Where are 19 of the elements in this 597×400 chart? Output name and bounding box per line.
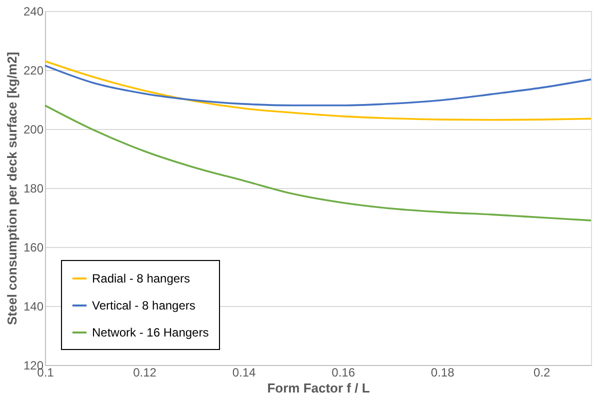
y-tick-label: 180 (23, 182, 44, 196)
y-tick-label: 240 (23, 4, 44, 18)
legend-label: Radial - 8 hangers (92, 272, 190, 286)
line-series (44, 104, 592, 222)
x-tick-label: 0.14 (232, 366, 256, 380)
x-tick-label: 0.16 (332, 366, 356, 380)
y-tick-label: 220 (23, 64, 44, 78)
legend-label: Vertical - 8 hangers (92, 298, 196, 312)
line-series (44, 60, 592, 121)
x-axis-title: Form Factor f / L (267, 380, 370, 396)
y-tick-label: 140 (23, 300, 44, 314)
y-tick-label: 160 (23, 240, 44, 254)
line-series (44, 64, 592, 106)
x-tick-label: 0.2 (534, 366, 551, 380)
y-tick-label: 200 (23, 122, 44, 136)
legend-label: Network - 16 Hangers (92, 326, 209, 340)
x-tick-label: 0.12 (133, 366, 157, 380)
x-tick-label: 0.18 (430, 366, 455, 380)
y-axis-title: Steel consumption per deck surface [kg/m2] (4, 52, 20, 326)
